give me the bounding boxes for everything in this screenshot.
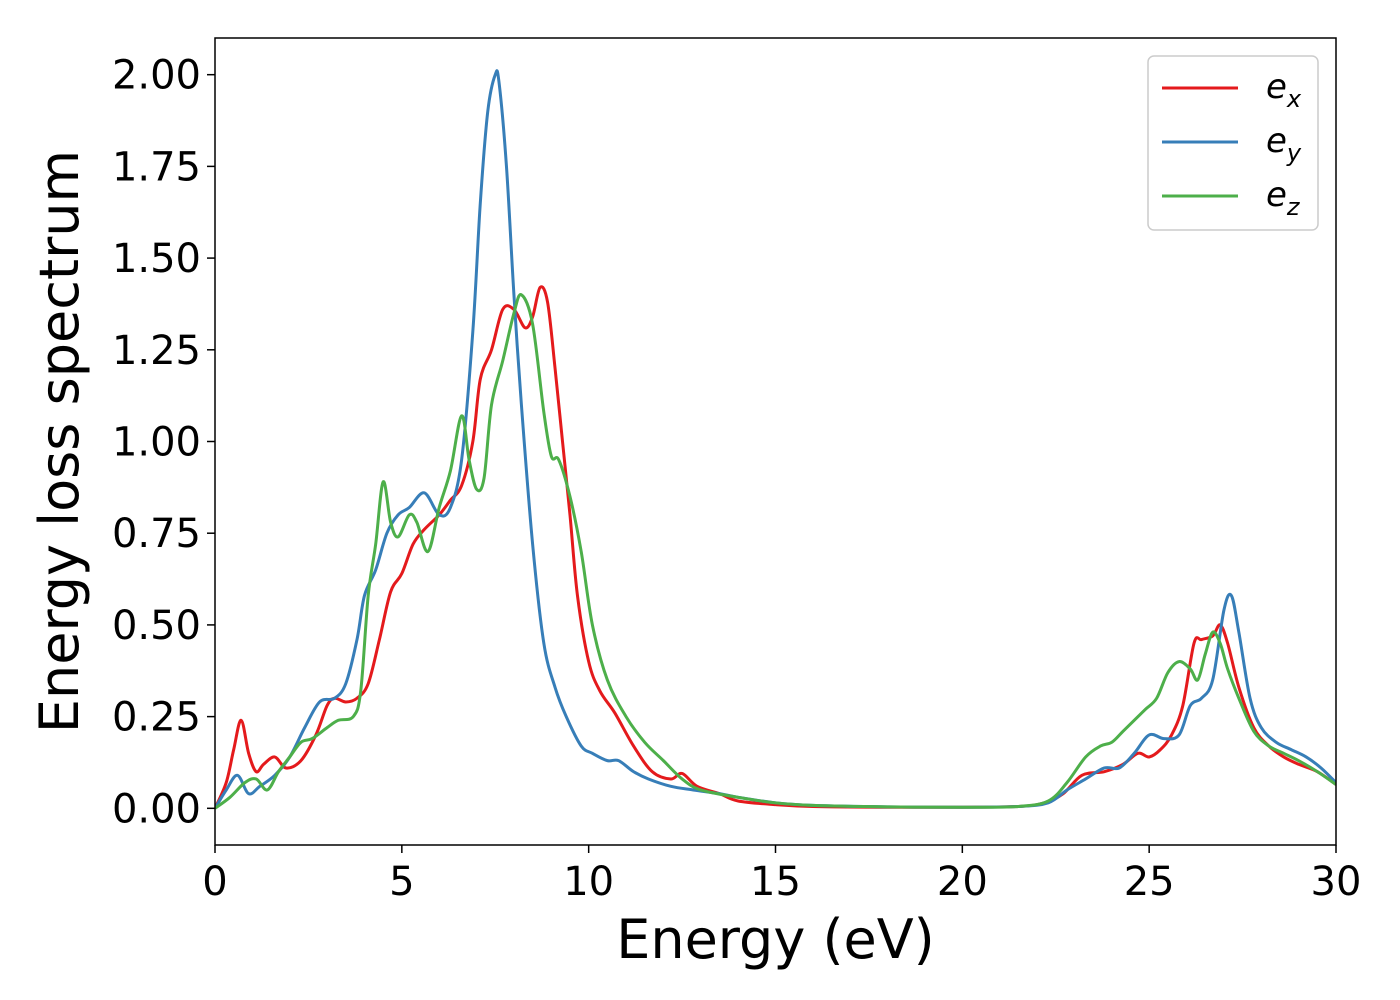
y-tick-label: 0.00: [112, 786, 201, 832]
legend: ex ey ez: [1147, 55, 1319, 231]
x-tick-label: 15: [750, 859, 801, 905]
x-tick-label: 0: [202, 859, 227, 905]
y-axis: 0.00 0.25 0.50 0.75 1.00 1.25 1.50 1.75 2.00: [112, 53, 215, 832]
x-axis: 0 5 10 15 20 25 30: [202, 845, 1361, 905]
x-tick-label: 20: [937, 859, 988, 905]
y-tick-label: 1.00: [112, 420, 201, 466]
x-tick-label: 30: [1311, 859, 1362, 905]
x-tick-label: 10: [563, 859, 614, 905]
y-tick-label: 0.50: [112, 603, 201, 649]
y-tick-label: 1.75: [112, 144, 201, 190]
y-tick-label: 1.25: [112, 328, 201, 374]
series-line-z: [215, 293, 1336, 810]
y-axis-label: Energy loss spectrum: [28, 150, 91, 733]
legend-label-x: ex: [1266, 67, 1302, 113]
legend-label-y: ey: [1266, 121, 1302, 167]
y-tick-label: 1.50: [112, 236, 201, 282]
series-line-x: [215, 285, 1336, 809]
series-layer: [215, 69, 1336, 810]
y-tick-label: 2.00: [112, 53, 201, 99]
y-tick-label: 0.25: [112, 695, 201, 741]
x-axis-label: Energy (eV): [616, 908, 935, 971]
x-tick-label: 5: [389, 859, 414, 905]
y-tick-label: 0.75: [112, 511, 201, 557]
series-line-y: [215, 69, 1336, 810]
legend-label-z: ez: [1266, 175, 1301, 221]
x-tick-label: 25: [1124, 859, 1175, 905]
